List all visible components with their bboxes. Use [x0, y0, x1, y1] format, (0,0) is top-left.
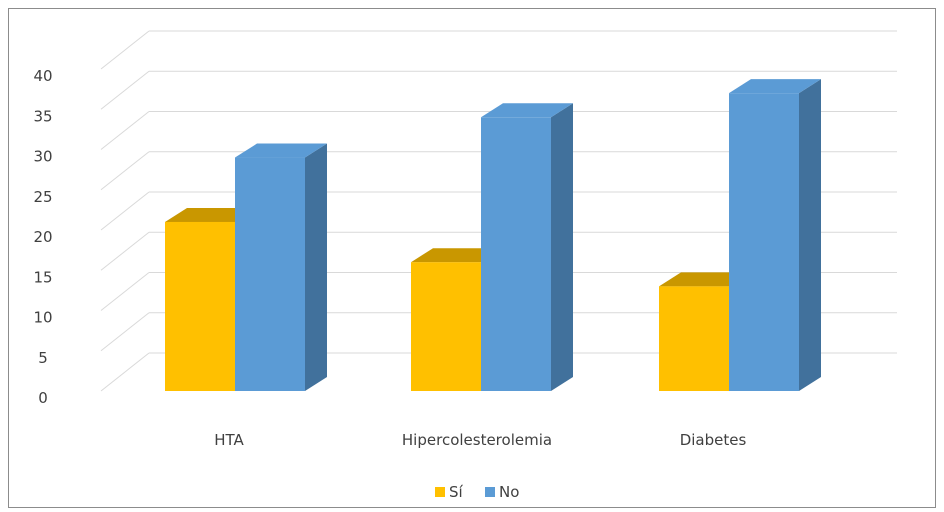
y-tick-label: 15	[33, 268, 52, 286]
legend-label: No	[499, 483, 519, 501]
bar-top	[729, 79, 821, 94]
x-category-label: HTA	[214, 431, 244, 449]
gridline-diagonal	[100, 30, 150, 70]
bar-top	[411, 248, 503, 263]
legend-swatch	[435, 487, 445, 497]
y-axis: 0 5 10 15 20 25 30 35 40	[33, 67, 52, 407]
bar-top	[481, 103, 573, 118]
gridline-diagonal	[100, 272, 150, 311]
chart-area: 0 5 10 15 20 25 30 35 40 HTA Hipercolesterolemia D…	[8, 8, 936, 508]
y-tick-label: 10	[33, 309, 52, 327]
gridline-diagonal	[100, 352, 150, 392]
y-tick-label: 30	[33, 148, 52, 166]
gridline-diagonal	[100, 191, 150, 231]
y-tick-label: 35	[33, 107, 52, 125]
legend-swatch	[485, 487, 495, 497]
legend-label: Sí	[449, 483, 464, 501]
y-tick-label: 20	[33, 228, 52, 246]
legend: Sí No	[435, 483, 519, 501]
bar-front	[235, 157, 305, 391]
bar-no-diabetes	[729, 79, 821, 392]
gridline-diagonal	[100, 111, 150, 150]
bar-front	[659, 286, 729, 391]
gridline-diagonal	[100, 151, 150, 191]
bar-no-hipercolesterolemia	[481, 103, 573, 392]
bar-front	[165, 221, 235, 391]
bar-top	[235, 143, 327, 158]
y-tick-label: 0	[38, 389, 48, 407]
gridline-diagonal	[100, 312, 150, 352]
gridline-diagonal	[100, 70, 150, 110]
bar-side	[799, 79, 821, 392]
gridline-diagonal	[100, 231, 150, 271]
bar-front	[729, 93, 799, 392]
bar-front	[481, 117, 551, 392]
bar-side	[551, 103, 573, 392]
legend-item: No	[485, 483, 519, 501]
bar-side	[305, 143, 327, 391]
x-category-label: Diabetes	[680, 431, 747, 449]
y-tick-label: 40	[33, 67, 52, 85]
bars	[165, 79, 821, 392]
x-category-label: Hipercolesterolemia	[402, 431, 552, 449]
bar-no-hta	[235, 143, 327, 391]
chart-svg: 0 5 10 15 20 25 30 35 40 HTA Hipercolesterolemia D…	[33, 30, 897, 501]
bar-front	[411, 262, 481, 391]
y-tick-label: 5	[38, 349, 48, 367]
x-axis: HTA Hipercolesterolemia Diabetes	[214, 431, 746, 449]
legend-item: Sí	[435, 483, 464, 501]
bar-top	[165, 207, 257, 222]
bar-top	[659, 272, 751, 287]
y-tick-label: 25	[33, 188, 52, 206]
